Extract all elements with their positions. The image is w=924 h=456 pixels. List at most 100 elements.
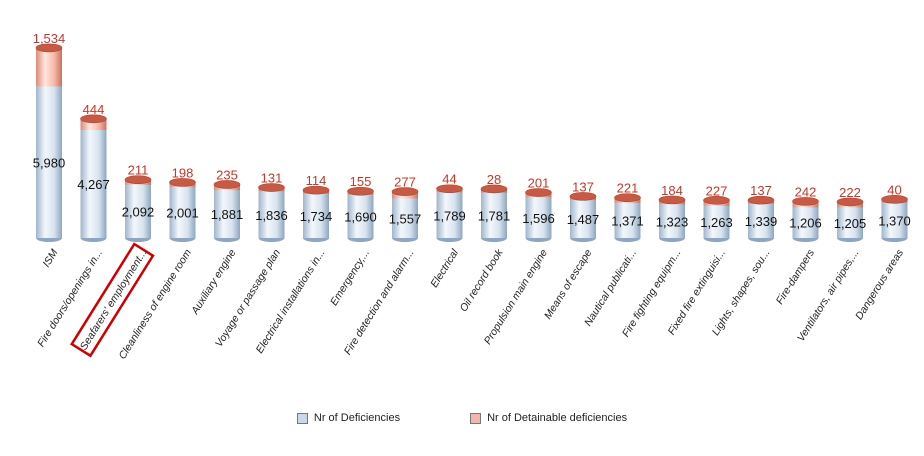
data-label-deficiencies: 1,205 xyxy=(834,216,867,231)
category-label: Dangerous areas xyxy=(853,247,906,322)
bar-deficiencies xyxy=(169,187,196,238)
bar-detainable xyxy=(80,118,107,131)
bar-deficiencies xyxy=(881,203,908,238)
bar-deficiencies xyxy=(525,197,552,238)
data-label-deficiencies: 1,323 xyxy=(656,214,689,229)
legend: Nr of Deficiencies Nr of Detainable defi… xyxy=(0,412,924,424)
bar-cap xyxy=(302,185,330,195)
data-label-detainable: 137 xyxy=(572,179,594,194)
bar-deficiencies xyxy=(570,200,596,238)
bar-cap xyxy=(747,195,775,205)
data-label-detainable: 198 xyxy=(172,165,194,180)
data-label-deficiencies: 1,789 xyxy=(433,208,466,223)
data-label-detainable: 40 xyxy=(887,182,901,197)
data-label-detainable: 222 xyxy=(839,185,861,200)
bar-detainable xyxy=(36,47,62,87)
data-label-detainable: 155 xyxy=(350,174,372,189)
bar-cap xyxy=(703,196,730,205)
data-label-deficiencies: 1,596 xyxy=(522,211,555,226)
bar-deficiencies xyxy=(392,198,418,238)
highlight-box xyxy=(70,242,155,358)
data-label-deficiencies: 2,001 xyxy=(166,206,199,221)
bar-deficiencies xyxy=(481,192,507,238)
bar-cap xyxy=(658,195,686,205)
data-label-detainable: 277 xyxy=(394,175,416,190)
legend-swatch-detainable xyxy=(470,412,482,424)
data-label-deficiencies: 1,339 xyxy=(745,214,778,229)
category-label: Means of escape xyxy=(542,247,595,321)
data-label-detainable: 114 xyxy=(306,173,327,188)
bar-cap xyxy=(569,192,597,201)
data-label-detainable: 227 xyxy=(706,183,728,198)
bar-cap xyxy=(881,195,908,204)
data-label-detainable: 211 xyxy=(128,163,149,178)
bar-cap xyxy=(35,43,63,53)
legend-label-deficiencies: Nr of Deficiencies xyxy=(313,412,401,424)
data-label-detainable: 44 xyxy=(442,172,456,187)
bar-deficiencies xyxy=(659,204,685,238)
bar-cap xyxy=(525,188,552,197)
data-label-deficiencies: 1,881 xyxy=(211,207,244,222)
category-label: ISM xyxy=(40,247,60,269)
legend-item-detainable: Nr of Detainable deficiencies xyxy=(470,412,627,424)
data-label-detainable: 444 xyxy=(83,102,105,117)
bar-deficiencies xyxy=(837,207,863,238)
bar-deficiencies xyxy=(80,130,107,238)
data-label-deficiencies: 1,206 xyxy=(789,216,822,231)
data-label-detainable: 235 xyxy=(216,167,238,182)
data-label-detainable: 242 xyxy=(795,184,817,199)
bar-deficiencies xyxy=(614,203,641,238)
bar-cap xyxy=(614,193,641,203)
bar-deficiencies xyxy=(303,194,329,238)
bar-cap xyxy=(480,184,508,194)
bar-deficiencies xyxy=(703,206,730,238)
data-label-deficiencies: 4,267 xyxy=(77,177,110,192)
bar-cap xyxy=(124,175,152,185)
bar-deficiencies xyxy=(748,204,774,238)
legend-item-deficiencies: Nr of Deficiencies xyxy=(296,412,401,424)
data-label-detainable: 131 xyxy=(261,171,283,186)
legend-label-detainable: Nr of Detainable deficiencies xyxy=(487,412,628,424)
data-label-deficiencies: 1,836 xyxy=(255,208,288,223)
category-label: Electrical xyxy=(428,247,461,290)
bar-cap xyxy=(391,187,419,196)
bar-cap xyxy=(347,186,374,196)
data-label-deficiencies: 1,690 xyxy=(344,210,377,225)
data-label-deficiencies: 1,263 xyxy=(700,215,733,230)
data-label-detainable: 184 xyxy=(661,183,683,198)
bar-deficiencies xyxy=(436,192,463,238)
bar-cap xyxy=(836,197,864,207)
bar-deficiencies xyxy=(347,195,374,238)
data-label-detainable: 201 xyxy=(528,176,550,191)
category-label: Oil record book xyxy=(458,247,506,314)
legend-swatch-deficiencies xyxy=(296,412,308,424)
bar-deficiencies xyxy=(36,86,62,239)
data-label-detainable: 137 xyxy=(750,183,772,198)
bar-cap xyxy=(80,114,107,124)
data-label-deficiencies: 1,734 xyxy=(300,209,333,224)
data-label-detainable: 28 xyxy=(487,172,501,187)
category-label: Fire-dampers xyxy=(774,247,818,307)
bar-cap xyxy=(792,197,819,206)
bar-deficiencies xyxy=(125,185,151,238)
bar-cap xyxy=(436,184,463,194)
data-label-deficiencies: 1,557 xyxy=(389,211,422,226)
data-label-deficiencies: 1,370 xyxy=(878,214,911,229)
data-label-detainable: 1,534 xyxy=(33,31,66,46)
data-label-deficiencies: 2,092 xyxy=(122,205,155,220)
bar-cap xyxy=(213,180,241,189)
bar-deficiencies xyxy=(792,207,819,238)
category-label: Emergency,... xyxy=(328,247,372,308)
bar-deficiencies xyxy=(214,190,240,238)
data-label-deficiencies: 5,980 xyxy=(33,155,66,170)
data-labels-group: 5,980 1,534 4,267 444 2,092 211 2,001 198 1,881 2… xyxy=(33,31,911,231)
category-label: Auxiliary engine xyxy=(189,247,239,317)
bar-cap xyxy=(258,183,285,192)
bars-group xyxy=(35,43,908,242)
data-label-deficiencies: 1,371 xyxy=(611,214,644,229)
data-label-deficiencies: 1,487 xyxy=(567,212,600,227)
bar-cap xyxy=(169,178,196,187)
data-label-deficiencies: 1,781 xyxy=(478,208,511,223)
